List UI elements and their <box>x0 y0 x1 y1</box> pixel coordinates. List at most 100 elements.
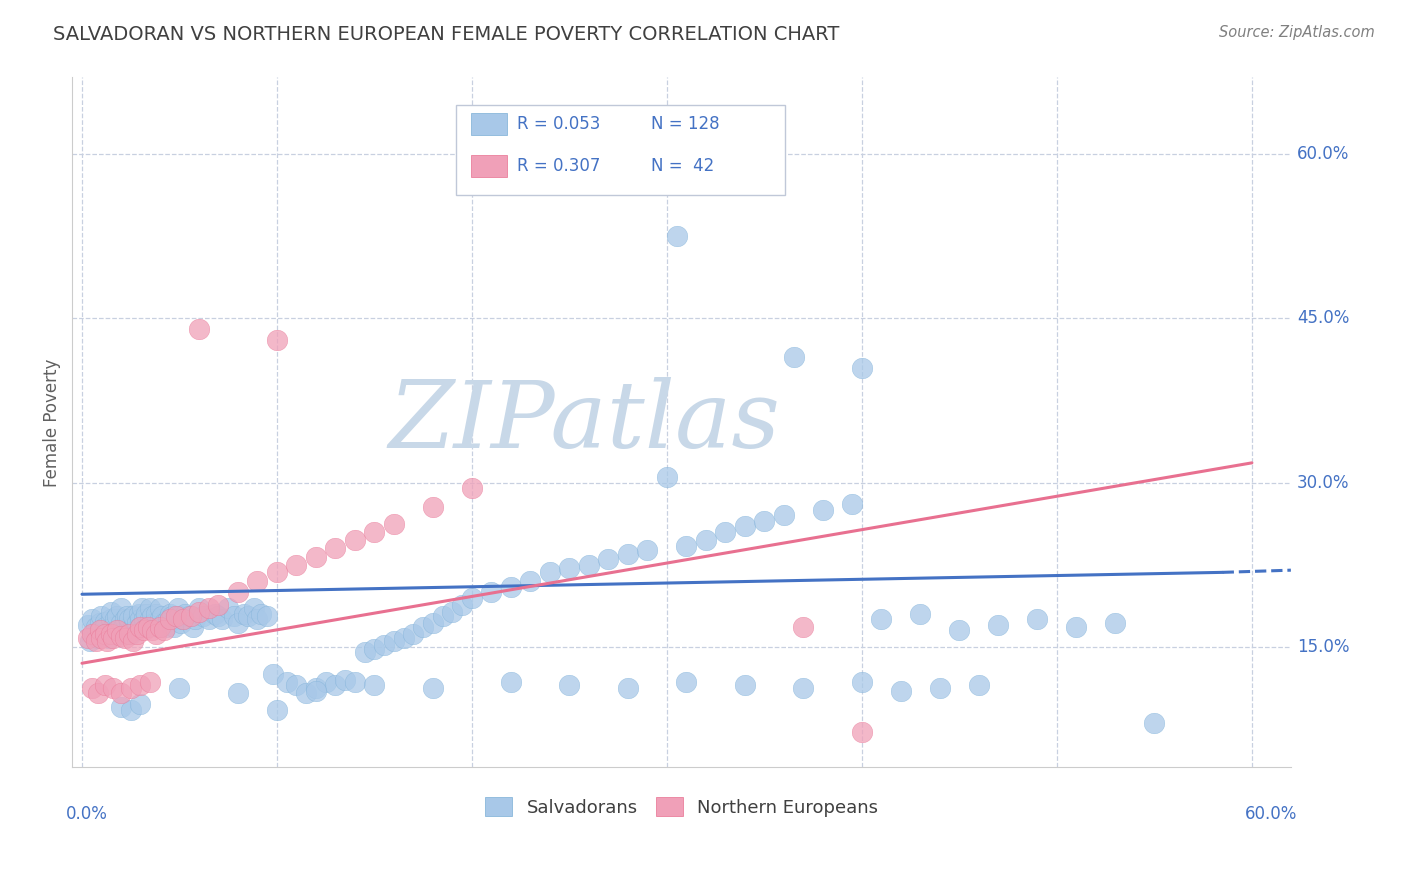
FancyBboxPatch shape <box>471 154 508 177</box>
Text: 45.0%: 45.0% <box>1296 310 1350 327</box>
Point <box>188 601 211 615</box>
Point <box>343 533 366 547</box>
Point <box>335 673 357 687</box>
Point <box>262 667 284 681</box>
Point <box>675 674 697 689</box>
Point <box>236 609 259 624</box>
Point <box>80 612 103 626</box>
Point <box>150 609 173 624</box>
Point <box>89 615 111 630</box>
Point <box>782 350 804 364</box>
Point <box>1143 716 1166 731</box>
Point <box>851 725 873 739</box>
Point <box>343 674 366 689</box>
Point <box>207 598 229 612</box>
Point <box>232 607 254 621</box>
Point <box>114 631 136 645</box>
Point <box>100 605 122 619</box>
Point <box>101 681 124 696</box>
Point <box>325 678 347 692</box>
Point <box>558 678 581 692</box>
Text: 60.0%: 60.0% <box>1296 145 1350 163</box>
Point <box>118 620 141 634</box>
Point <box>432 609 454 624</box>
Point <box>83 626 105 640</box>
Point <box>160 609 183 624</box>
Point <box>153 624 176 638</box>
Point <box>402 626 425 640</box>
Point <box>120 703 142 717</box>
Point <box>169 681 191 696</box>
Point <box>136 620 159 634</box>
Point <box>124 624 146 638</box>
Point <box>792 681 814 696</box>
Point <box>135 607 157 621</box>
Point <box>675 539 697 553</box>
Point <box>129 620 152 634</box>
Point <box>325 541 347 556</box>
Point <box>179 609 201 624</box>
Point <box>538 566 561 580</box>
Point <box>422 500 444 514</box>
Point <box>295 686 318 700</box>
Point <box>773 508 796 523</box>
Point <box>101 620 124 634</box>
Point <box>197 612 219 626</box>
Point <box>226 585 249 599</box>
Point <box>128 607 150 621</box>
Point <box>461 591 484 605</box>
Point <box>382 517 405 532</box>
Point <box>120 681 142 696</box>
Text: SALVADORAN VS NORTHERN EUROPEAN FEMALE POVERTY CORRELATION CHART: SALVADORAN VS NORTHERN EUROPEAN FEMALE P… <box>53 25 839 44</box>
Point <box>134 624 156 638</box>
Point <box>890 683 912 698</box>
Point <box>118 626 141 640</box>
Point <box>129 620 152 634</box>
Point <box>315 674 337 689</box>
Point <box>617 547 640 561</box>
Point <box>104 612 127 626</box>
Point <box>110 615 132 630</box>
Point <box>139 601 162 615</box>
Point <box>266 566 288 580</box>
Y-axis label: Female Poverty: Female Poverty <box>44 359 60 486</box>
Point <box>149 620 172 634</box>
Point <box>146 620 169 634</box>
Text: 60.0%: 60.0% <box>1244 805 1296 823</box>
Point <box>118 612 141 626</box>
Point <box>94 615 117 629</box>
Point <box>139 612 162 626</box>
Point <box>110 601 132 615</box>
Point <box>841 498 863 512</box>
Point <box>136 620 159 634</box>
Point <box>156 612 179 626</box>
Point <box>382 634 405 648</box>
Point <box>987 618 1010 632</box>
Point <box>174 607 197 621</box>
Point <box>392 631 415 645</box>
Point <box>695 533 717 547</box>
Point <box>155 620 177 634</box>
Point <box>166 601 188 615</box>
Point <box>967 678 990 692</box>
FancyBboxPatch shape <box>471 113 508 136</box>
Point <box>165 612 187 626</box>
Point <box>181 620 204 634</box>
Point <box>558 561 581 575</box>
Point <box>188 605 211 619</box>
Point <box>363 678 385 692</box>
Point <box>714 524 737 539</box>
Text: Source: ZipAtlas.com: Source: ZipAtlas.com <box>1219 25 1375 40</box>
Point <box>792 620 814 634</box>
Point <box>80 626 103 640</box>
Point <box>665 229 688 244</box>
Point <box>149 601 172 615</box>
Point <box>129 697 152 711</box>
Text: R = 0.307: R = 0.307 <box>517 157 600 175</box>
Point <box>114 612 136 626</box>
Point <box>105 626 128 640</box>
Point <box>617 681 640 696</box>
Point <box>121 609 143 624</box>
Point <box>141 609 163 624</box>
Point <box>172 612 194 626</box>
